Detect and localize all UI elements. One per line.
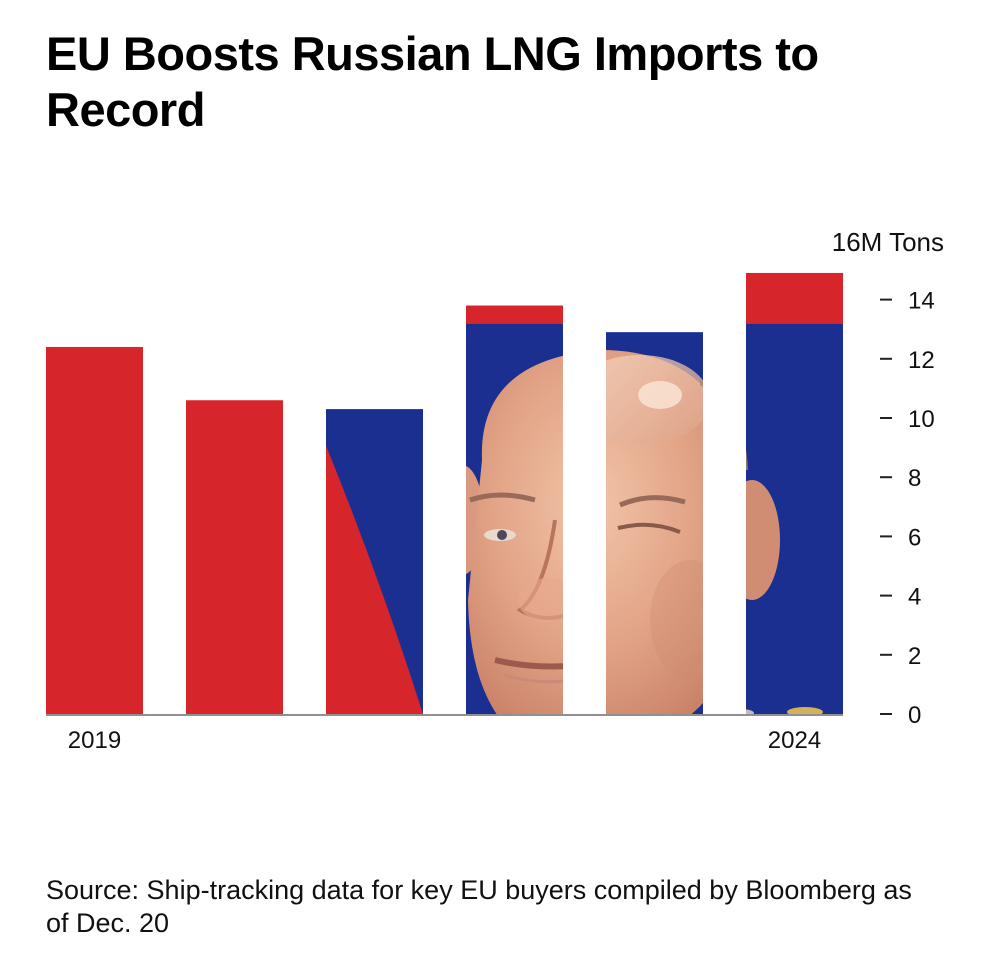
y-tick-label-12: 12 <box>908 347 935 374</box>
bar-2021-lower <box>326 409 423 714</box>
chart-title: EU Boosts Russian LNG Imports to Record <box>46 27 819 136</box>
y-tick-label-0: 0 <box>908 702 921 729</box>
bar-2020-lower <box>186 400 283 714</box>
y-axis: 0 2 4 6 8 10 12 14 16M Tons <box>832 227 944 729</box>
y-tick-label-2: 2 <box>908 643 921 670</box>
bar-2022-upper <box>466 305 563 324</box>
y-tick-label-10: 10 <box>908 406 935 433</box>
y-tick-label-6: 6 <box>908 524 921 551</box>
x-axis-labels: 2019 2024 <box>68 727 821 754</box>
y-tick-label-14: 14 <box>908 288 935 315</box>
bars <box>46 272 843 716</box>
y-tick-label-4: 4 <box>908 584 921 611</box>
x-tick-label-2019: 2019 <box>68 727 121 754</box>
source-note: Source: Ship-tracking data for key EU bu… <box>46 875 912 938</box>
bar-2019-lower <box>46 346 143 714</box>
y-tick-label-8: 8 <box>908 465 921 492</box>
x-tick-label-2024: 2024 <box>768 727 821 754</box>
y-axis-unit-label: 16M Tons <box>832 227 944 257</box>
bar-2024-upper <box>746 272 843 324</box>
